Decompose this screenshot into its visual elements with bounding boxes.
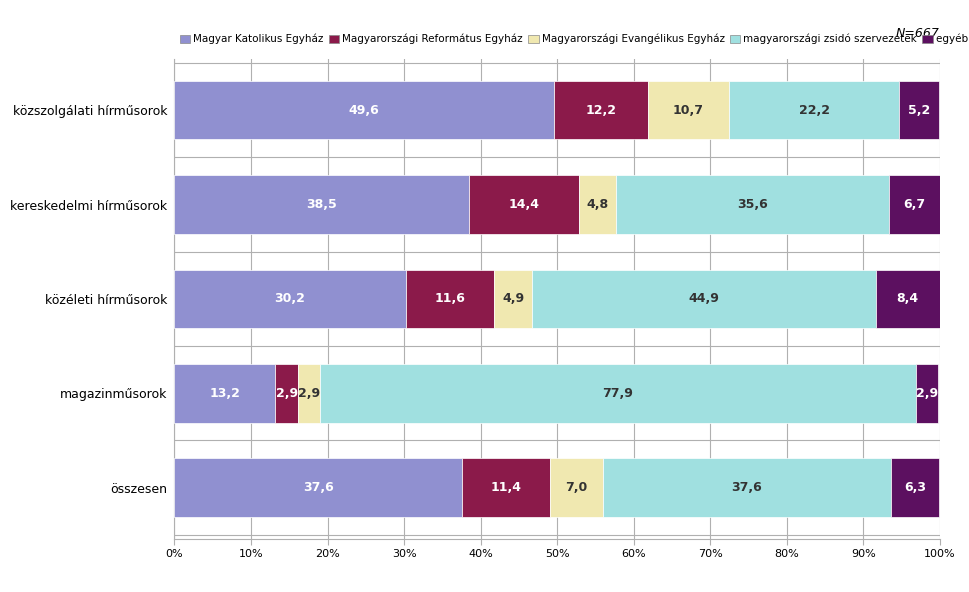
- Text: 12,2: 12,2: [585, 104, 616, 117]
- Bar: [917, 364, 938, 423]
- Bar: [462, 458, 549, 517]
- Text: 49,6: 49,6: [349, 104, 380, 117]
- Bar: [469, 175, 579, 234]
- Text: 4,9: 4,9: [502, 292, 524, 305]
- Bar: [275, 364, 297, 423]
- Bar: [174, 364, 275, 423]
- Bar: [891, 458, 939, 517]
- Bar: [647, 81, 730, 140]
- Bar: [532, 270, 876, 328]
- Text: 8,4: 8,4: [896, 292, 919, 305]
- Text: 35,6: 35,6: [737, 198, 767, 211]
- Bar: [876, 270, 940, 328]
- Text: 77,9: 77,9: [603, 387, 634, 400]
- Text: 2,9: 2,9: [297, 387, 320, 400]
- Bar: [320, 364, 917, 423]
- Text: 37,6: 37,6: [732, 481, 763, 494]
- Text: 13,2: 13,2: [209, 387, 240, 400]
- Text: 6,3: 6,3: [904, 481, 926, 494]
- Bar: [899, 81, 939, 140]
- Text: 11,4: 11,4: [490, 481, 521, 494]
- Text: 11,6: 11,6: [434, 292, 465, 305]
- Bar: [554, 81, 647, 140]
- Legend: Magyar Katolikus Egyház, Magyarországi Református Egyház, Magyarországi Evangéli: Magyar Katolikus Egyház, Magyarországi R…: [179, 34, 969, 44]
- Text: 38,5: 38,5: [306, 198, 337, 211]
- Bar: [603, 458, 891, 517]
- Bar: [297, 364, 320, 423]
- Text: 7,0: 7,0: [565, 481, 587, 494]
- Bar: [730, 81, 899, 140]
- Text: 37,6: 37,6: [303, 481, 333, 494]
- Bar: [579, 175, 616, 234]
- Bar: [889, 175, 940, 234]
- Bar: [494, 270, 532, 328]
- Bar: [174, 458, 462, 517]
- Text: 44,9: 44,9: [688, 292, 719, 305]
- Bar: [174, 81, 554, 140]
- Text: 10,7: 10,7: [672, 104, 703, 117]
- Bar: [406, 270, 494, 328]
- Text: 14,4: 14,4: [509, 198, 540, 211]
- Text: 30,2: 30,2: [274, 292, 305, 305]
- Text: N=667: N=667: [896, 27, 940, 40]
- Text: 2,9: 2,9: [917, 387, 938, 400]
- Text: 4,8: 4,8: [586, 198, 609, 211]
- Bar: [616, 175, 889, 234]
- Bar: [549, 458, 603, 517]
- Text: 2,9: 2,9: [275, 387, 297, 400]
- Text: 5,2: 5,2: [908, 104, 930, 117]
- Text: 6,7: 6,7: [903, 198, 925, 211]
- Bar: [174, 270, 406, 328]
- Bar: [174, 175, 469, 234]
- Text: 22,2: 22,2: [798, 104, 829, 117]
